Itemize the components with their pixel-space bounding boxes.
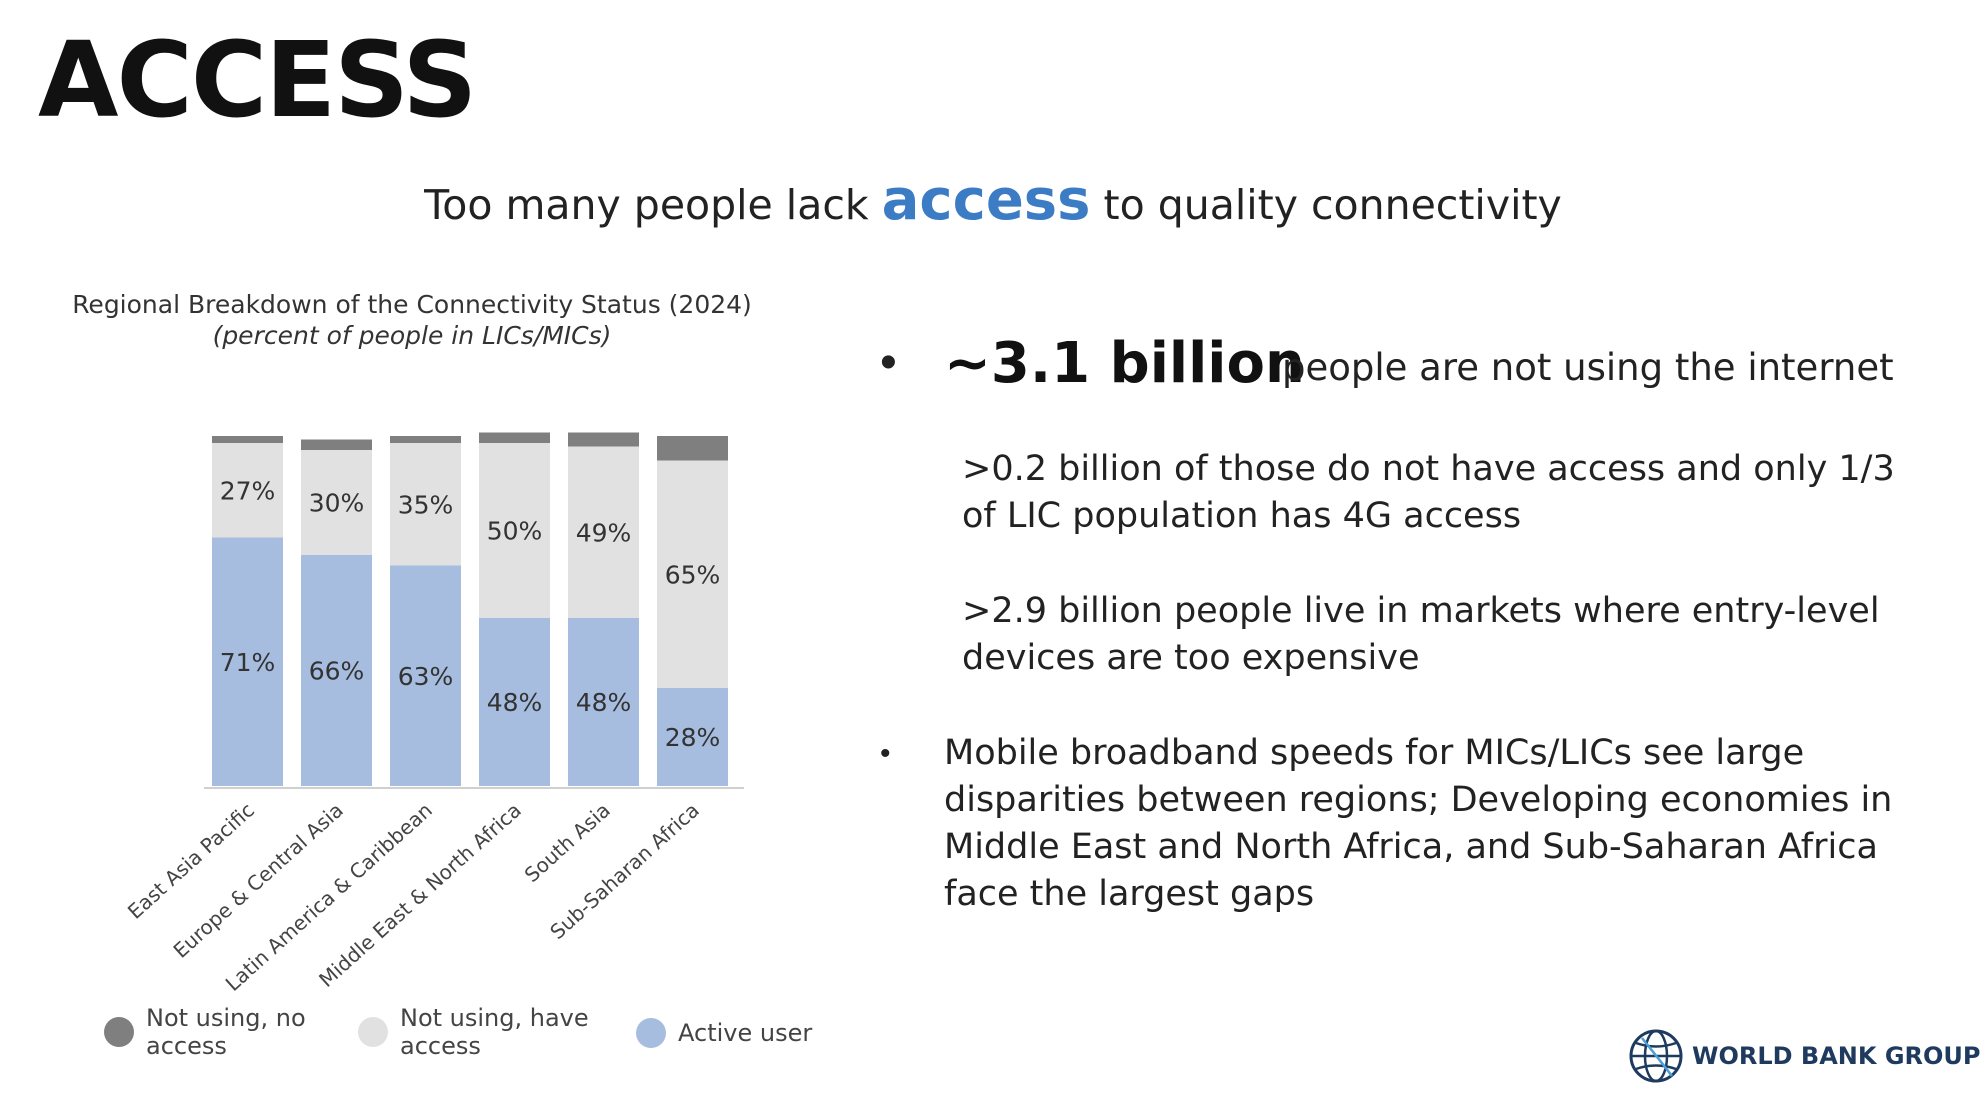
sub-point-no-access-line2: of LIC population has 4G access bbox=[962, 496, 1522, 536]
bar-not-using-have-access-sub-saharan-africa bbox=[657, 460, 728, 688]
subtitle-prefix: Too many people lack bbox=[424, 181, 882, 229]
bars-layer: 71% 27% 66% 30% 63% 35% 48% 50% 48% 49% 28% 65% bbox=[212, 432, 728, 786]
logo-text: WORLD BANK GROUP bbox=[1692, 1042, 1981, 1070]
legend-label-have-access-line2: access bbox=[400, 1032, 481, 1060]
sub-point-no-access: >0.2 billion of those do not have access… bbox=[962, 446, 1912, 540]
world-bank-logo: WORLD BANK GROUP bbox=[1628, 1028, 1981, 1084]
data-label-not-using-have-access-europe-and-central-asia: 30% bbox=[309, 489, 365, 518]
globe-icon bbox=[1629, 1029, 1683, 1083]
legend-label-no-access: Not using, no access bbox=[146, 1004, 306, 1060]
data-label-not-using-have-access-latin-america-and-caribbean: 35% bbox=[398, 490, 454, 519]
chart-subtitle: (percent of people in LICs/MICs) bbox=[213, 321, 612, 350]
sub-point-device-cost-line1: >2.9 billion people live in markets wher… bbox=[962, 591, 1880, 631]
legend-item-no-access: Not using, no access bbox=[104, 1004, 306, 1060]
bar-not-using-no-access-south-asia bbox=[568, 432, 639, 447]
headline-text: people are not using the internet bbox=[1282, 346, 1894, 389]
bar-not-using-have-access-south-asia bbox=[568, 446, 639, 618]
bar-not-using-have-access-europe-and-central-asia bbox=[301, 450, 372, 555]
broadband-speeds-text: Mobile broadband speeds for MICs/LICs se… bbox=[944, 733, 1893, 914]
bar-not-using-have-access-latin-america-and-caribbean bbox=[390, 443, 461, 566]
connectivity-chart: Regional Breakdown of the Connectivity S… bbox=[72, 290, 752, 996]
data-label-active-user-sub-saharan-africa: 28% bbox=[665, 723, 721, 752]
legend-label-no-access-line2: access bbox=[146, 1032, 227, 1060]
legend-swatch-active-user bbox=[636, 1018, 666, 1048]
bar-active-user-latin-america-and-caribbean bbox=[390, 565, 461, 786]
bar-active-user-sub-saharan-africa bbox=[657, 688, 728, 786]
bar-not-using-no-access-europe-and-central-asia bbox=[301, 439, 372, 450]
subtitle-suffix: to quality connectivity bbox=[1090, 181, 1562, 229]
data-label-active-user-south-asia: 48% bbox=[576, 688, 632, 717]
sub-point-device-cost-line2: devices are too expensive bbox=[962, 638, 1420, 678]
legend-label-active-user: Active user bbox=[678, 1019, 813, 1047]
legend-label-no-access-line1: Not using, no bbox=[146, 1004, 306, 1032]
legend-item-active-user: Active user bbox=[636, 1018, 812, 1048]
x-tick-label-south-asia: South Asia bbox=[520, 798, 615, 887]
data-label-active-user-east-asia-pacific: 71% bbox=[220, 648, 276, 677]
data-label-not-using-have-access-south-asia: 49% bbox=[576, 518, 632, 547]
slide-subtitle: Too many people lack access to quality c… bbox=[0, 168, 1986, 233]
chart-title: Regional Breakdown of the Connectivity S… bbox=[72, 290, 752, 319]
data-label-not-using-have-access-middle-east-and-north-africa: 50% bbox=[487, 517, 543, 546]
slide-heading: ACCESS bbox=[38, 19, 477, 141]
bar-not-using-no-access-east-asia-pacific bbox=[212, 436, 283, 443]
data-label-active-user-middle-east-and-north-africa: 48% bbox=[487, 688, 543, 717]
data-label-not-using-have-access-sub-saharan-africa: 65% bbox=[665, 560, 721, 589]
x-tick-label-europe-and-central-asia: Europe & Central Asia bbox=[168, 798, 347, 963]
bar-not-using-no-access-sub-saharan-africa bbox=[657, 436, 728, 461]
bullet-marker: • bbox=[880, 336, 897, 389]
data-label-active-user-europe-and-central-asia: 66% bbox=[309, 657, 365, 686]
legend-label-have-access: Not using, have access bbox=[400, 1004, 589, 1060]
legend-swatch-no-access bbox=[104, 1017, 134, 1047]
bar-not-using-no-access-middle-east-and-north-africa bbox=[479, 432, 550, 443]
bar-active-user-east-asia-pacific bbox=[212, 537, 283, 786]
legend-label-have-access-line1: Not using, have bbox=[400, 1004, 589, 1032]
bar-not-using-no-access-latin-america-and-caribbean bbox=[390, 436, 461, 443]
bar-active-user-middle-east-and-north-africa bbox=[479, 618, 550, 786]
bar-not-using-have-access-middle-east-and-north-africa bbox=[479, 443, 550, 618]
bar-active-user-south-asia bbox=[568, 618, 639, 786]
sub-point-device-cost: >2.9 billion people live in markets wher… bbox=[962, 588, 1912, 682]
data-label-not-using-have-access-east-asia-pacific: 27% bbox=[220, 476, 276, 505]
data-label-active-user-latin-america-and-caribbean: 63% bbox=[398, 662, 454, 691]
bullet-marker: • bbox=[880, 737, 891, 770]
x-tick-label-sub-saharan-africa: Sub-Saharan Africa bbox=[545, 798, 704, 944]
bar-active-user-europe-and-central-asia bbox=[301, 555, 372, 786]
subtitle-highlight: access bbox=[881, 168, 1091, 233]
bar-not-using-have-access-east-asia-pacific bbox=[212, 443, 283, 538]
legend-swatch-have-access bbox=[358, 1017, 388, 1047]
sub-point-no-access-line1: >0.2 billion of those do not have access… bbox=[962, 449, 1895, 489]
headline-figure: ~3.1 billion bbox=[944, 331, 1305, 396]
legend-item-have-access: Not using, have access bbox=[358, 1004, 589, 1060]
